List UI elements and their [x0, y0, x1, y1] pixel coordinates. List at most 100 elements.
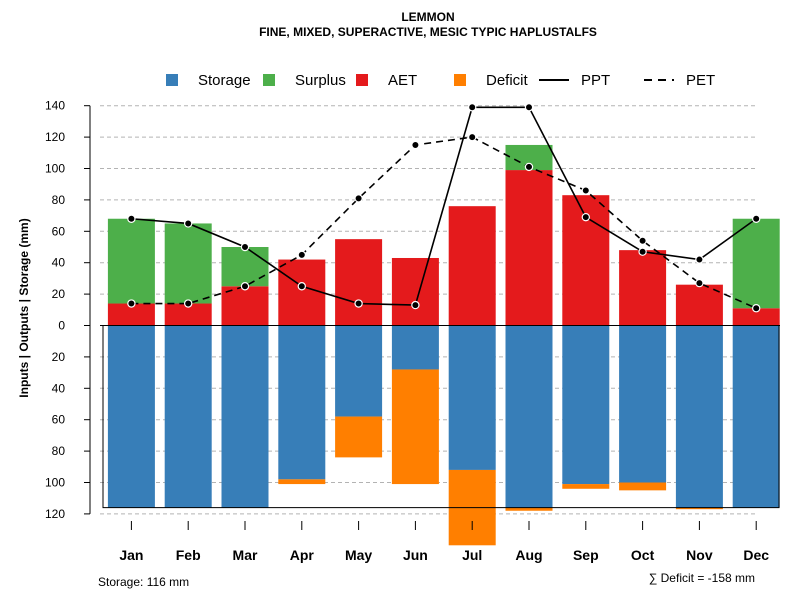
legend-swatch — [166, 74, 178, 86]
surplus-bar — [107, 218, 155, 304]
deficit-bar — [562, 484, 610, 489]
ppt-point — [183, 219, 193, 228]
pet-point — [581, 186, 591, 195]
x-tick-label: Sep — [573, 547, 599, 563]
lines — [127, 103, 761, 313]
x-tick-label: Jun — [403, 547, 428, 563]
storage-note: Storage: 116 mm — [98, 575, 189, 589]
legend-item-ppt: PPT — [539, 72, 610, 89]
x-tick-label: Mar — [233, 547, 258, 563]
deficit-bar — [278, 479, 326, 485]
aet-bar — [391, 257, 439, 326]
ppt-point — [297, 282, 306, 291]
bars — [102, 144, 780, 546]
pet-point — [411, 140, 420, 150]
ppt-point — [127, 214, 136, 223]
ppt-point — [524, 103, 534, 112]
legend-item-deficit: Deficit — [454, 72, 529, 89]
pet-point — [638, 236, 647, 245]
aet-bar — [221, 286, 269, 326]
y-tick-label: 80 — [52, 444, 66, 458]
aet-bar — [675, 284, 723, 326]
deficit-bar — [335, 416, 383, 458]
legend-label: Storage — [198, 72, 251, 89]
storage-bar — [448, 325, 496, 470]
pet-point — [468, 132, 477, 142]
aet-bar — [732, 308, 780, 326]
y-tick-label: 60 — [52, 413, 66, 427]
deficit-note: ∑ Deficit = -158 mm — [649, 571, 755, 585]
x-tick-label: May — [345, 547, 372, 563]
surplus-bar — [732, 218, 780, 309]
y-tick-label: 40 — [52, 256, 66, 270]
storage-bar — [562, 325, 610, 485]
storage-bar — [164, 325, 212, 508]
aet-bar — [619, 250, 667, 326]
storage-bar — [505, 325, 553, 508]
deficit-bar — [675, 507, 723, 510]
ppt-point — [638, 247, 647, 256]
aet-bar — [448, 206, 496, 326]
aet-bar — [278, 259, 326, 326]
y-tick-label: 100 — [45, 162, 65, 176]
aet-bar — [107, 303, 155, 326]
legend-label: Deficit — [486, 72, 529, 89]
storage-bar — [335, 325, 383, 417]
ppt-point — [411, 300, 420, 310]
aet-bar — [335, 239, 383, 326]
y-tick-label: 100 — [45, 476, 65, 490]
x-tick-label: Apr — [290, 547, 315, 563]
deficit-bar — [619, 482, 667, 491]
surplus-bar — [164, 223, 212, 304]
deficit-bar — [391, 369, 439, 485]
axes: 140 120 100 80 60 40 20 0 20 40 60 80 100 120 Jan Feb Ma… — [45, 99, 780, 563]
pet-point — [183, 299, 193, 308]
pet-point — [752, 304, 761, 313]
pet-point — [240, 282, 250, 291]
legend-swatch — [454, 74, 466, 86]
chart-title: LEMMON — [401, 10, 454, 24]
ppt-line — [131, 106, 757, 306]
ppt-point — [468, 103, 477, 112]
x-tick-label: Nov — [686, 547, 713, 563]
pet-point — [524, 162, 534, 172]
ppt-point — [752, 214, 761, 223]
pet-point — [354, 194, 363, 203]
storage-bar — [675, 325, 723, 508]
y-tick-label: 0 — [58, 319, 65, 333]
storage-bar — [221, 325, 269, 508]
legend-label: PPT — [581, 72, 610, 89]
x-tick-label: Jan — [119, 547, 143, 563]
pet-point — [695, 278, 704, 288]
legend-swatch — [263, 74, 275, 86]
x-tick-label: Dec — [743, 547, 769, 563]
x-tick-label: Oct — [631, 547, 655, 563]
storage-bar — [732, 325, 780, 508]
x-tick-label: Jul — [462, 547, 482, 563]
storage-bar — [107, 325, 155, 508]
y-tick-label: 20 — [52, 287, 66, 301]
x-tick-label: Aug — [515, 547, 542, 563]
legend-label: Surplus — [295, 72, 346, 89]
pet-point — [297, 250, 306, 260]
y-tick-label: 120 — [45, 130, 65, 144]
ppt-point — [695, 255, 704, 264]
y-tick-label: 60 — [52, 224, 66, 238]
aet-bar — [164, 303, 212, 326]
storage-bar — [391, 325, 439, 370]
y-tick-label: 40 — [52, 381, 66, 395]
y-tick-label: 80 — [52, 193, 66, 207]
storage-bar — [278, 325, 326, 480]
legend-item-pet: PET — [644, 72, 715, 89]
deficit-bar — [505, 507, 553, 511]
surplus-bar — [221, 247, 269, 287]
y-tick-label: 120 — [45, 507, 65, 521]
y-axis-label: Inputs | Outputs | Storage (mm) — [17, 218, 31, 397]
legend: Storage Surplus AET Deficit PPT PET — [166, 72, 715, 89]
y-tick-label: 20 — [52, 350, 66, 364]
ppt-point — [354, 299, 363, 308]
ppt-point — [240, 242, 250, 252]
storage-bar — [619, 325, 667, 483]
legend-label: PET — [686, 72, 715, 89]
